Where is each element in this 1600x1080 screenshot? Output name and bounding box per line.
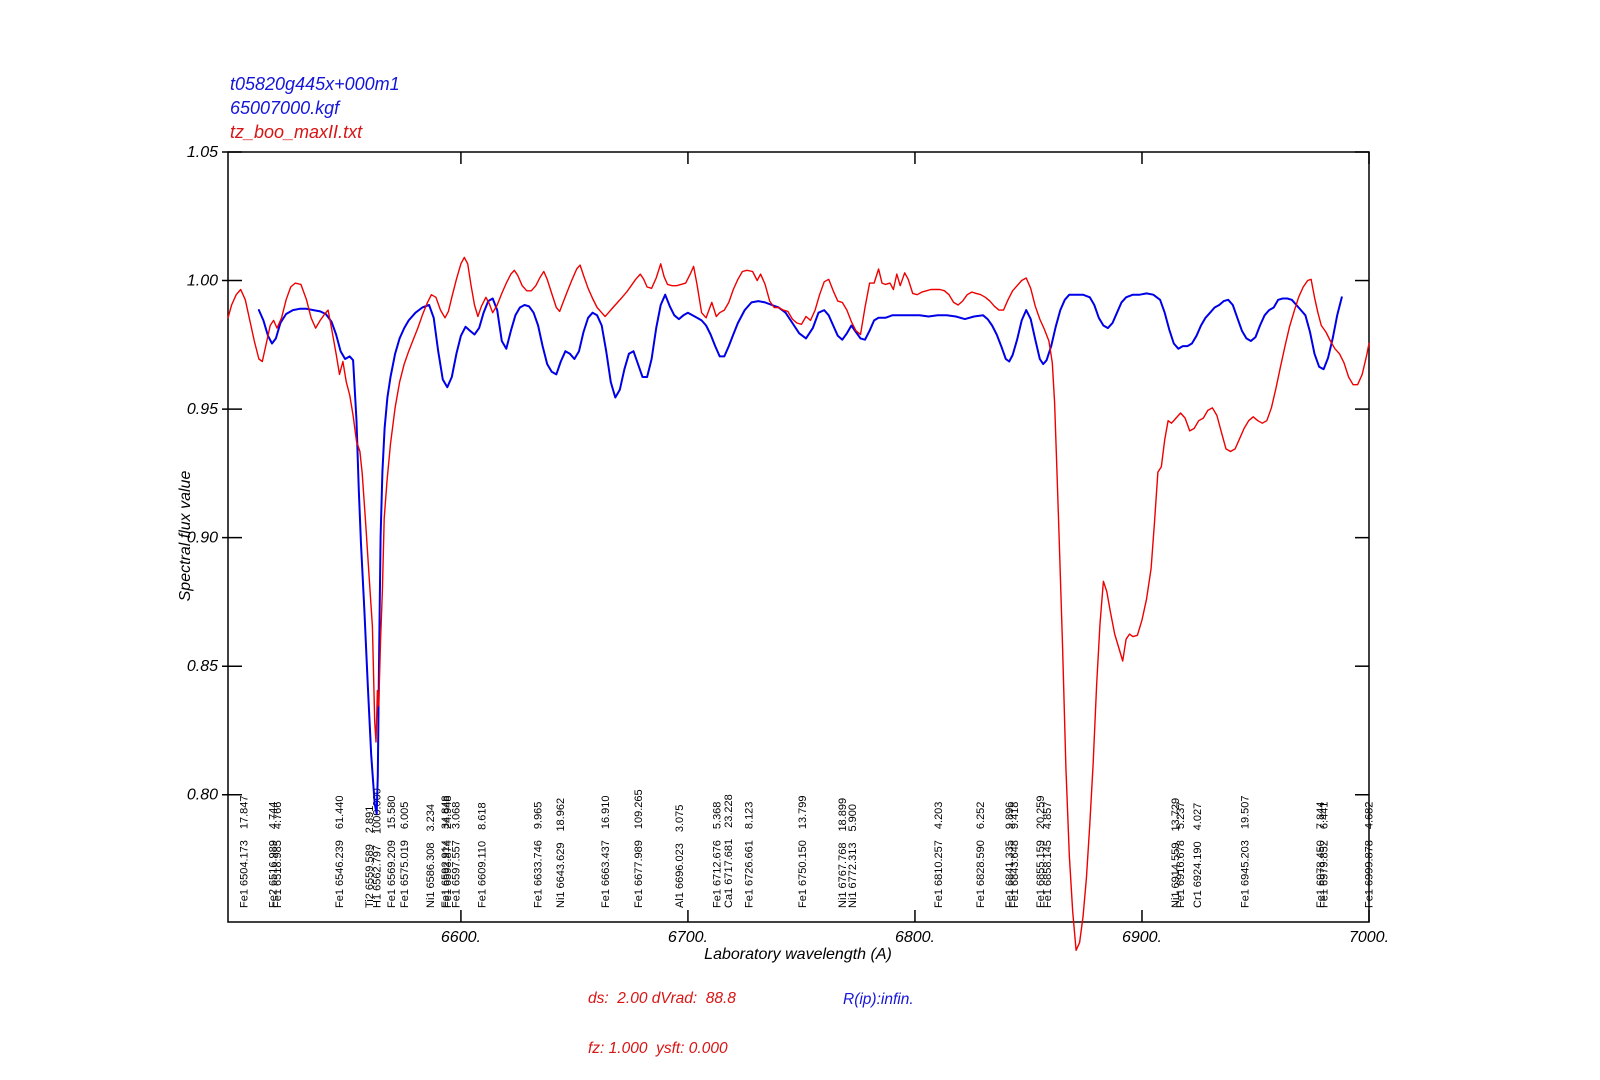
line-id-label: Fe1 6945.203 19.507 bbox=[1240, 795, 1252, 908]
line-id-label: Fe1 6546.239 61.440 bbox=[334, 795, 346, 908]
x-tick-label: 6900. bbox=[1122, 929, 1162, 946]
x-tick-label: 6600. bbox=[441, 929, 481, 946]
line-id-label: Fe1 6979.852 6.441 bbox=[1318, 802, 1330, 908]
line-id-label: Fe1 6593.874 24.948 bbox=[442, 795, 454, 908]
line-id-label: Fe1 6663.437 16.910 bbox=[600, 795, 612, 908]
line-id-label: Fe1 6712.676 5.368 bbox=[712, 802, 724, 908]
line-id-label: Fe1 6843.648 9.418 bbox=[1009, 802, 1021, 908]
line-id-label: Fe1 6841.335 9.896 bbox=[1004, 802, 1016, 908]
line-id-label: Fe1 6677.989 109.265 bbox=[633, 789, 645, 908]
x-axis-title: Laboratory wavelength (A) bbox=[704, 946, 892, 963]
line-id-label: Fe1 6828.590 6.252 bbox=[975, 802, 987, 908]
line-id-label: Fe1 6633.746 9.965 bbox=[533, 802, 545, 908]
line-id-label: Fe1 6810.257 4.203 bbox=[933, 802, 945, 908]
y-tick-label: 0.80 bbox=[187, 787, 218, 804]
synthetic-spectrum-curve[interactable] bbox=[257, 292, 1343, 815]
linelist-title: 65007000.kgf bbox=[230, 98, 340, 118]
line-id-label: H1 6562.797 1000.000 bbox=[372, 788, 384, 908]
line-id-label: Ni1 6772.313 5.900 bbox=[847, 804, 859, 908]
observed-spectrum-curve[interactable] bbox=[227, 256, 1370, 951]
line-id-label: Fe1 6978.450 7.844 bbox=[1315, 802, 1327, 908]
line-id-label: Fe1 6750.150 13.799 bbox=[797, 795, 809, 908]
x-tick-label: 6800. bbox=[895, 929, 935, 946]
spectra-title-block: t05820g445x+000m1 65007000.kgf tz_boo_ma… bbox=[230, 72, 400, 144]
y-tick-label: 0.95 bbox=[187, 401, 218, 418]
line-id-label: Fe1 6504.173 17.847 bbox=[238, 795, 250, 908]
fit-parameters-block: ds: 2.00 dVrad: 88.8 fz: 1.000 ysft: 0.0… bbox=[588, 958, 751, 1080]
line-id-label: Al1 6696.023 3.075 bbox=[674, 805, 686, 908]
param-resolution: R(ip):infin. bbox=[843, 991, 914, 1008]
observed-file-title: tz_boo_maxII.txt bbox=[230, 122, 363, 142]
line-id-label: Ni1 6586.308 3.234 bbox=[425, 804, 437, 908]
y-tick-label: 0.90 bbox=[187, 530, 218, 547]
y-tick-label: 1.05 bbox=[187, 144, 218, 161]
line-id-label: Fe1 6518.985 4.766 bbox=[272, 802, 284, 908]
line-id-label: Fe1 6858.145 4.857 bbox=[1042, 802, 1054, 908]
y-tick-label: 1.00 bbox=[187, 273, 218, 290]
line-id-label: Fe1 6592.914 34.848 bbox=[440, 795, 452, 908]
line-id-label: Fe1 6609.110 8.618 bbox=[477, 802, 489, 908]
line-id-label: Fe1 6569.209 15.580 bbox=[386, 795, 398, 908]
line-id-label: Ni1 6643.629 18.962 bbox=[555, 798, 567, 908]
x-tick-label: 6700. bbox=[668, 929, 708, 946]
line-id-label: Fe1 6726.661 8.123 bbox=[744, 802, 756, 908]
line-id-label: Fe2 6516.989 4.744 bbox=[268, 802, 280, 908]
line-id-label: Fe1 6575.019 6.005 bbox=[399, 802, 411, 908]
line-id-label: Ni1 6767.768 18.899 bbox=[837, 798, 849, 908]
line-id-label: Ca1 6717.681 23.228 bbox=[723, 794, 735, 908]
line-id-label: Fe1 6855.159 20.259 bbox=[1035, 795, 1047, 908]
line-id-label: Ni1 6914.559 13.729 bbox=[1170, 798, 1182, 908]
line-id-label: Fe1 6916.678 5.237 bbox=[1175, 802, 1187, 908]
line-id-label: Cr1 6924.190 4.027 bbox=[1192, 803, 1204, 908]
param-fz-ysft: fz: 1.000 ysft: 0.000 bbox=[588, 1039, 728, 1057]
y-tick-label: 0.85 bbox=[187, 658, 218, 675]
model-title: t05820g445x+000m1 bbox=[230, 74, 400, 94]
line-id-label: Ti2 6559.589 2.891 bbox=[364, 806, 376, 908]
param-ds-dvrad: ds: 2.00 dVrad: 88.8 bbox=[588, 990, 736, 1007]
x-tick-label: 7000. bbox=[1349, 929, 1389, 946]
line-id-label: Fe1 6597.557 3.068 bbox=[450, 802, 462, 908]
